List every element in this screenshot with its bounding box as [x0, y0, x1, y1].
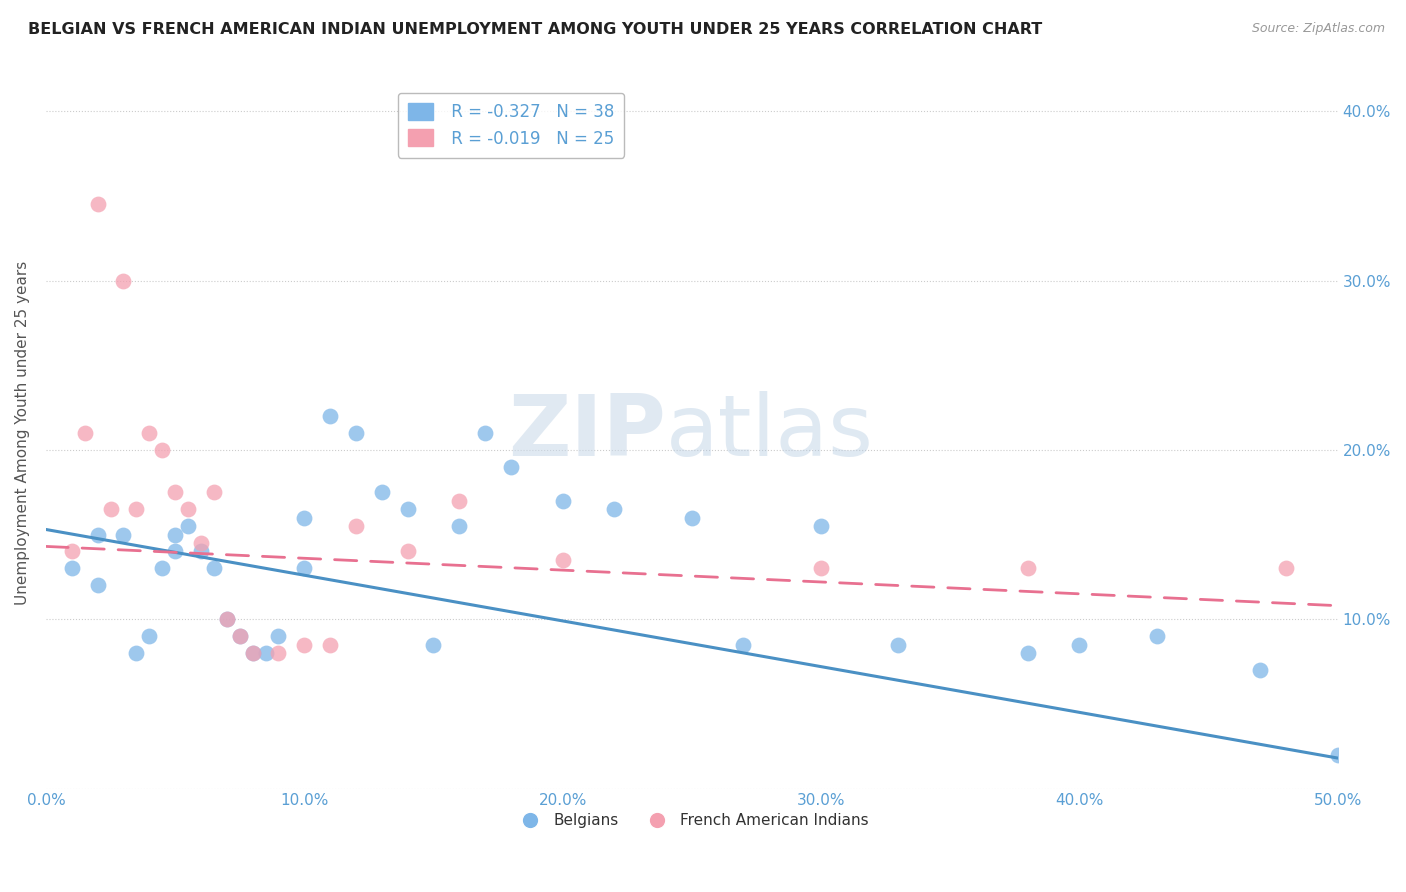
Point	[112, 274, 135, 288]
Point	[138, 425, 160, 440]
Point	[551, 493, 574, 508]
Point	[1017, 646, 1039, 660]
Point	[190, 536, 212, 550]
Point	[1275, 561, 1298, 575]
Point	[165, 544, 187, 558]
Point	[267, 646, 290, 660]
Point	[371, 485, 394, 500]
Point	[100, 502, 122, 516]
Legend: Belgians, French American Indians: Belgians, French American Indians	[509, 807, 875, 834]
Point	[125, 646, 148, 660]
Point	[422, 638, 444, 652]
Point	[86, 578, 108, 592]
Point	[344, 425, 367, 440]
Point	[60, 561, 83, 575]
Point	[733, 638, 755, 652]
Point	[396, 502, 419, 516]
Point	[1326, 747, 1348, 762]
Point	[215, 612, 238, 626]
Point	[292, 510, 315, 524]
Point	[267, 629, 290, 643]
Point	[887, 638, 910, 652]
Point	[177, 519, 200, 533]
Point	[810, 561, 832, 575]
Text: BELGIAN VS FRENCH AMERICAN INDIAN UNEMPLOYMENT AMONG YOUTH UNDER 25 YEARS CORREL: BELGIAN VS FRENCH AMERICAN INDIAN UNEMPL…	[28, 22, 1042, 37]
Point	[551, 553, 574, 567]
Point	[292, 638, 315, 652]
Point	[1069, 638, 1091, 652]
Point	[177, 502, 200, 516]
Point	[254, 646, 277, 660]
Point	[1017, 561, 1039, 575]
Point	[396, 544, 419, 558]
Point	[292, 561, 315, 575]
Point	[242, 646, 264, 660]
Point	[319, 409, 342, 423]
Point	[1146, 629, 1168, 643]
Point	[474, 425, 496, 440]
Point	[228, 629, 250, 643]
Point	[449, 493, 471, 508]
Text: Source: ZipAtlas.com: Source: ZipAtlas.com	[1251, 22, 1385, 36]
Point	[60, 544, 83, 558]
Point	[603, 502, 626, 516]
Point	[1249, 663, 1271, 677]
Point	[138, 629, 160, 643]
Point	[242, 646, 264, 660]
Point	[202, 485, 225, 500]
Point	[202, 561, 225, 575]
Point	[73, 425, 96, 440]
Text: ZIP: ZIP	[508, 392, 666, 475]
Point	[165, 527, 187, 541]
Point	[810, 519, 832, 533]
Point	[86, 527, 108, 541]
Point	[319, 638, 342, 652]
Point	[112, 527, 135, 541]
Point	[165, 485, 187, 500]
Point	[449, 519, 471, 533]
Point	[228, 629, 250, 643]
Text: atlas: atlas	[666, 392, 875, 475]
Point	[215, 612, 238, 626]
Y-axis label: Unemployment Among Youth under 25 years: Unemployment Among Youth under 25 years	[15, 260, 30, 605]
Point	[150, 561, 173, 575]
Point	[499, 459, 522, 474]
Point	[86, 197, 108, 211]
Point	[681, 510, 703, 524]
Point	[125, 502, 148, 516]
Point	[344, 519, 367, 533]
Point	[150, 442, 173, 457]
Point	[190, 544, 212, 558]
